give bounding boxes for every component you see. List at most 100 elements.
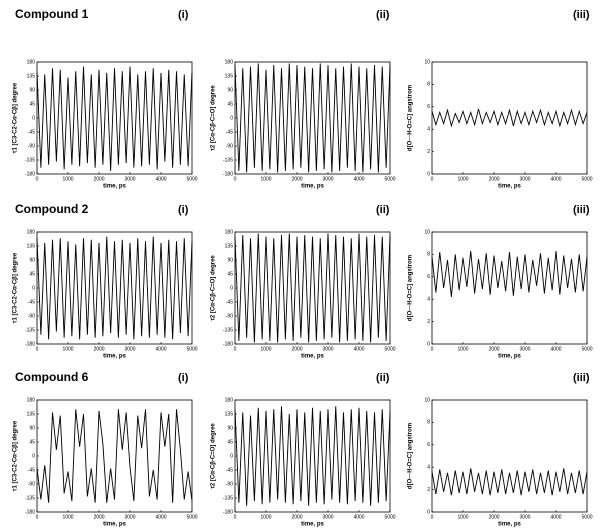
y-tick-label: 90 [29, 87, 35, 93]
x-tick-label: 5000 [186, 176, 197, 182]
panel-label: (i) [178, 372, 189, 384]
data-line [431, 250, 588, 298]
panel-label: (ii) [376, 9, 390, 21]
x-axis-label: time, ps [498, 522, 521, 528]
y-axis-label: d[O···H-O=C] angstrom [408, 85, 414, 151]
x-tick-label: 1000 [260, 514, 271, 520]
y-tick-label: 0 [32, 115, 35, 121]
y-tick-label: -90 [226, 313, 233, 319]
x-axis-label: time, ps [301, 184, 324, 190]
y-tick-label: -135 [223, 327, 233, 333]
y-axis-label: τ2 [Cα-Cβ-C=O] degree [211, 85, 217, 151]
y-tick-label: 135 [27, 411, 36, 417]
data-line [36, 409, 193, 503]
x-tick-label: 5000 [186, 346, 197, 352]
x-tick-label: 5000 [581, 514, 592, 520]
y-tick-label: -135 [25, 327, 35, 333]
x-axis-label: time, ps [103, 354, 126, 360]
y-tick-label: 0 [427, 341, 430, 347]
y-tick-label: -135 [223, 495, 233, 501]
y-tick-label: -90 [226, 143, 233, 149]
y-tick-label: 4 [427, 297, 430, 303]
x-tick-label: 1000 [62, 346, 73, 352]
y-tick-label: 6 [427, 104, 430, 110]
y-tick-label: -180 [223, 341, 233, 347]
panel-label: (iii) [573, 204, 590, 216]
x-tick-label: 1000 [260, 176, 271, 182]
y-tick-label: 135 [27, 243, 36, 249]
y-tick-label: 6 [427, 274, 430, 280]
y-tick-label: -45 [226, 129, 233, 135]
y-tick-label: 8 [427, 252, 430, 258]
x-tick-label: 0 [234, 514, 237, 520]
x-tick-label: 5000 [384, 346, 395, 352]
x-tick-label: 3000 [322, 346, 333, 352]
x-tick-label: 1000 [62, 176, 73, 182]
data-line [234, 406, 391, 506]
y-tick-label: 2 [427, 319, 430, 325]
y-axis-label: τ2 [Cα-Cβ-C=O] degree [211, 255, 217, 321]
y-tick-label: 180 [225, 397, 234, 403]
data-line [431, 108, 588, 128]
panel-label: (iii) [573, 372, 590, 384]
row-title: Compound 1 [15, 7, 89, 21]
y-tick-label: 8 [427, 420, 430, 426]
x-tick-label: 5000 [384, 514, 395, 520]
y-tick-label: 90 [227, 87, 233, 93]
y-tick-label: 90 [29, 425, 35, 431]
x-tick-label: 3000 [519, 346, 530, 352]
x-tick-label: 3000 [124, 176, 135, 182]
x-tick-label: 2000 [291, 176, 302, 182]
x-tick-label: 3000 [322, 514, 333, 520]
y-tick-label: -45 [28, 299, 35, 305]
y-tick-label: -180 [25, 341, 35, 347]
y-tick-label: 135 [225, 243, 234, 249]
x-tick-label: 1000 [457, 346, 468, 352]
y-axis-label: d[O···H-O=C] angstrom [408, 255, 414, 321]
y-tick-label: 6 [427, 442, 430, 448]
panel-label: (i) [178, 204, 189, 216]
x-tick-label: 3000 [519, 176, 530, 182]
x-tick-label: 0 [36, 346, 39, 352]
x-tick-label: 4000 [550, 346, 561, 352]
y-tick-label: -45 [226, 299, 233, 305]
panel-label: (iii) [573, 9, 590, 21]
data-line [431, 468, 588, 496]
x-tick-label: 2000 [488, 514, 499, 520]
x-tick-label: 0 [36, 514, 39, 520]
y-tick-label: -90 [28, 313, 35, 319]
x-tick-label: 0 [234, 176, 237, 182]
x-tick-label: 4000 [155, 514, 166, 520]
x-tick-label: 2000 [291, 514, 302, 520]
y-tick-label: -135 [25, 157, 35, 163]
x-axis-label: time, ps [301, 522, 324, 528]
row-title: Compound 2 [15, 202, 89, 216]
x-tick-label: 3000 [124, 346, 135, 352]
x-axis-label: time, ps [103, 184, 126, 190]
y-tick-label: 10 [424, 59, 430, 65]
data-line [36, 236, 193, 340]
x-tick-label: 5000 [384, 176, 395, 182]
y-tick-label: -90 [28, 143, 35, 149]
x-tick-label: 2000 [488, 176, 499, 182]
y-tick-label: -135 [25, 495, 35, 501]
y-axis-label: τ1 [C3-C2-Cα-Cβ] degree [13, 82, 19, 153]
y-tick-label: 0 [32, 285, 35, 291]
y-tick-label: -135 [223, 157, 233, 163]
y-tick-label: 45 [29, 271, 35, 277]
y-tick-label: 180 [225, 229, 234, 235]
y-tick-label: 0 [230, 453, 233, 459]
x-tick-label: 4000 [353, 346, 364, 352]
y-tick-label: -90 [226, 481, 233, 487]
plot-frame [431, 231, 588, 345]
y-tick-label: 45 [29, 439, 35, 445]
x-axis-label: time, ps [498, 184, 521, 190]
panel-label: (i) [178, 9, 189, 21]
x-tick-label: 4000 [155, 346, 166, 352]
y-tick-label: -45 [28, 129, 35, 135]
y-tick-label: -180 [223, 171, 233, 177]
panel-label: (ii) [376, 204, 390, 216]
y-tick-label: 45 [227, 271, 233, 277]
y-tick-label: 45 [227, 439, 233, 445]
